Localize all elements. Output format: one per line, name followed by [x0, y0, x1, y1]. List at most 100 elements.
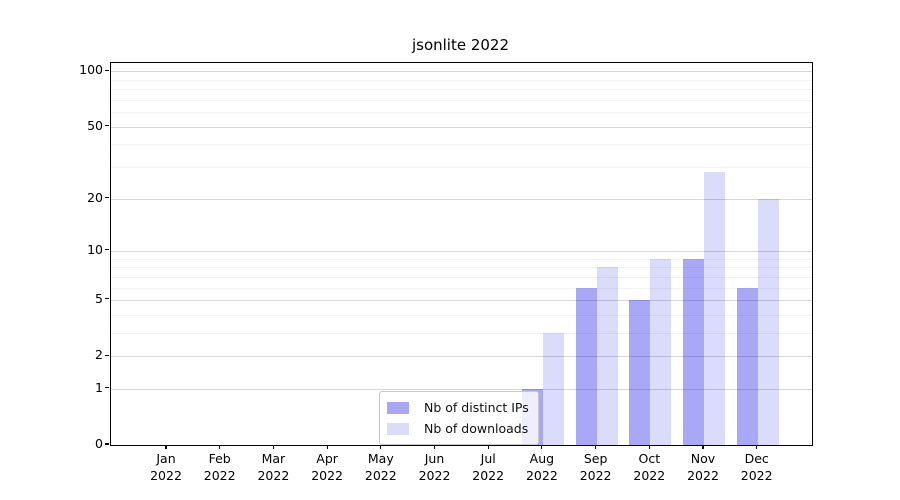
x-tick-mark-dec — [756, 445, 758, 450]
y-gridline-minor-90 — [111, 79, 812, 81]
x-tick-mark-jul — [487, 445, 489, 450]
x-tick-mark-nov — [702, 445, 704, 450]
x-tick-month: Sep — [583, 451, 608, 466]
y-gridline-minor-9 — [111, 258, 812, 260]
y-gridline-minor-3 — [111, 332, 812, 334]
x-tick-mark-may — [380, 445, 382, 450]
legend-swatch-distinct-ips — [387, 401, 409, 414]
x-tick-year: 2022 — [472, 468, 505, 483]
x-tick-year: 2022 — [579, 468, 612, 483]
x-tick-label-oct: Oct 2022 — [621, 450, 677, 484]
y-tick-mark-100 — [105, 69, 109, 71]
x-tick-label-aug: Aug 2022 — [514, 450, 570, 484]
x-tick-year: 2022 — [364, 468, 397, 483]
y-gridline-major-1 — [111, 388, 812, 390]
legend-label-downloads: Nb of downloads — [424, 421, 529, 436]
x-tick-month: Mar — [261, 451, 286, 466]
y-gridline-minor-80 — [111, 89, 812, 91]
x-tick-year: 2022 — [257, 468, 290, 483]
x-tick-month: Apr — [316, 451, 338, 466]
x-tick-year: 2022 — [311, 468, 343, 483]
x-tick-label-may: May 2022 — [353, 450, 409, 484]
bar-nb-of-downloads-sep — [596, 267, 618, 445]
y-gridline-major-10 — [111, 250, 812, 252]
x-tick-month: Jul — [480, 451, 496, 466]
y-tick-mark-1 — [105, 387, 109, 389]
y-gridline-major-20 — [111, 198, 812, 200]
x-tick-label-apr: Apr 2022 — [299, 450, 355, 484]
x-tick-year: 2022 — [740, 468, 773, 483]
y-tick-mark-50 — [105, 125, 109, 127]
y-tick-mark-20 — [105, 196, 109, 199]
x-tick-mark-jun — [433, 445, 436, 450]
y-tick-label-0: 0 — [95, 436, 103, 451]
legend: Nb of distinct IPs Nb of downloads — [379, 391, 539, 445]
y-tick-label-100: 100 — [79, 62, 103, 78]
x-tick-year: 2022 — [203, 468, 236, 483]
y-tick-label-2: 2 — [95, 347, 103, 363]
x-tick-month: May — [367, 451, 394, 466]
bar-nb-of-distinct-ips-dec — [736, 287, 758, 445]
x-tick-label-sep: Sep 2022 — [568, 450, 624, 484]
y-gridline-minor-70 — [111, 99, 812, 101]
x-tick-mark-apr — [326, 445, 328, 450]
y-gridline-minor-7 — [111, 276, 812, 278]
bar-nb-of-distinct-ips-sep — [575, 287, 597, 445]
y-tick-label-20: 20 — [87, 189, 103, 205]
x-tick-label-jun: Jun 2022 — [407, 450, 463, 484]
y-tick-mark-2 — [105, 354, 109, 356]
legend-label-distinct-ips: Nb of distinct IPs — [424, 400, 529, 415]
plot-area: Nb of distinct IPs Nb of downloads — [110, 62, 813, 446]
x-tick-year: 2022 — [687, 468, 719, 483]
y-gridline-minor-4 — [111, 314, 812, 316]
x-tick-mark-sep — [595, 445, 597, 450]
bar-nb-of-distinct-ips-oct — [629, 299, 651, 445]
y-gridline-minor-60 — [111, 112, 812, 114]
x-tick-month: Aug — [529, 451, 555, 466]
x-tick-month: Oct — [638, 451, 661, 466]
y-gridline-major-2 — [111, 356, 812, 358]
x-tick-year: 2022 — [150, 468, 182, 483]
legend-item-distinct-ips: Nb of distinct IPs — [387, 397, 529, 418]
chart-title: jsonlite 2022 — [411, 36, 510, 54]
x-tick-mark-mar — [272, 445, 274, 450]
x-tick-month: Dec — [744, 451, 769, 466]
y-gridline-major-5 — [111, 299, 812, 301]
x-tick-mark-aug — [541, 445, 543, 450]
y-gridline-major-50 — [111, 126, 812, 128]
y-tick-mark-10 — [105, 249, 109, 251]
y-tick-label-50: 50 — [87, 117, 103, 133]
x-tick-year: 2022 — [633, 468, 666, 483]
legend-swatch-downloads — [387, 422, 409, 435]
x-tick-label-mar: Mar 2022 — [245, 450, 301, 484]
x-tick-label-nov: Nov 2022 — [675, 450, 731, 484]
x-tick-mark-feb — [219, 445, 221, 450]
x-tick-year: 2022 — [418, 468, 451, 483]
x-tick-mark-oct — [648, 445, 650, 450]
y-tick-mark-0 — [105, 443, 109, 445]
x-tick-label-jul: Jul 2022 — [460, 450, 516, 484]
x-tick-year: 2022 — [525, 468, 558, 483]
bar-nb-of-downloads-dec — [757, 198, 779, 445]
x-tick-month: Jan — [156, 451, 176, 466]
x-tick-month: Jun — [424, 451, 445, 466]
y-gridline-major-100 — [111, 71, 812, 73]
y-tick-label-5: 5 — [95, 290, 103, 306]
bar-nb-of-distinct-ips-nov — [683, 258, 704, 445]
x-tick-label-feb: Feb 2022 — [192, 450, 248, 484]
x-tick-mark-jan — [165, 445, 167, 450]
x-tick-label-dec: Dec 2022 — [729, 450, 785, 484]
legend-item-downloads: Nb of downloads — [387, 418, 529, 439]
y-tick-label-1: 1 — [95, 379, 103, 395]
bar-nb-of-downloads-oct — [650, 258, 672, 445]
y-tick-label-10: 10 — [87, 241, 103, 257]
x-tick-month: Nov — [690, 451, 716, 466]
bar-nb-of-downloads-nov — [704, 172, 725, 445]
y-gridline-minor-30 — [111, 167, 812, 168]
y-gridline-minor-40 — [111, 144, 812, 146]
y-tick-mark-5 — [105, 298, 109, 300]
y-gridline-minor-6 — [111, 287, 812, 289]
y-gridline-minor-8 — [111, 267, 812, 269]
bar-nb-of-downloads-aug — [542, 332, 564, 445]
